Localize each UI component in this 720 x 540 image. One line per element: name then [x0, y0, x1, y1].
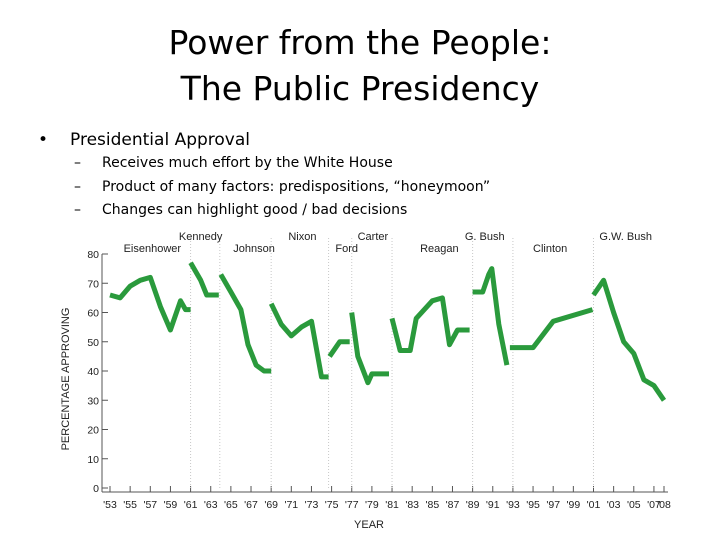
president-label: Johnson	[233, 243, 275, 255]
x-tick-label: '95	[526, 499, 540, 511]
y-tick-label: 10	[87, 454, 99, 466]
x-tick-label: '65	[224, 499, 238, 511]
president-label: G.W. Bush	[599, 231, 652, 243]
x-tick-label: '08	[657, 499, 671, 511]
y-axis-title: PERCENTAGE APPROVING	[60, 308, 72, 451]
slide-title: Power from the People: The Public Presid…	[0, 20, 720, 112]
sub-item-text: Changes can highlight good / bad decisio…	[102, 202, 408, 218]
president-label: Clinton	[533, 243, 567, 255]
sub-item: – Receives much effort by the White House	[74, 152, 698, 176]
x-tick-label: '87	[446, 499, 460, 511]
y-tick-label: 60	[87, 308, 99, 320]
sub-item-text: Product of many factors: predispositions…	[102, 178, 491, 195]
x-tick-label: '75	[325, 499, 339, 511]
series-line	[188, 261, 219, 298]
y-tick-label: 70	[87, 278, 99, 290]
x-tick-label: '99	[567, 499, 581, 511]
president-label: Nixon	[288, 231, 316, 243]
bullet-item: • Presidential Approval	[38, 128, 698, 152]
president-label: Carter	[358, 231, 389, 243]
x-tick-label: '97	[546, 499, 560, 511]
bullet-dot: •	[38, 130, 49, 150]
title-line-1: Power from the People:	[168, 23, 552, 62]
x-tick-label: '05	[627, 499, 641, 511]
sub-dash: –	[74, 155, 81, 171]
x-tick-label: '55	[123, 499, 137, 511]
sub-item: – Changes can highlight good / bad decisi…	[74, 199, 698, 223]
x-tick-label: '93	[506, 499, 520, 511]
x-tick-label: '81	[385, 499, 399, 511]
series-line	[509, 307, 594, 351]
y-tick-label: 80	[87, 249, 99, 261]
x-tick-label: '53	[103, 499, 117, 511]
y-tick-label: 40	[87, 366, 99, 378]
title-line-2: The Public Presidency	[180, 69, 540, 108]
series-line	[218, 273, 272, 374]
president-label: Ford	[335, 243, 358, 255]
series-line	[349, 312, 389, 386]
x-tick-label: '71	[284, 499, 298, 511]
series-line	[472, 266, 510, 366]
x-tick-label: '07	[647, 499, 661, 511]
x-tick-label: '79	[365, 499, 379, 511]
x-axis-title: YEAR	[354, 519, 384, 531]
x-tick-label: '91	[486, 499, 500, 511]
bullet-list: • Presidential Approval – Receives much ef…	[38, 128, 698, 223]
x-tick-label: '83	[405, 499, 419, 511]
x-tick-label: '03	[607, 499, 621, 511]
series-line	[327, 339, 350, 358]
sub-dash: –	[74, 202, 81, 218]
series-line	[591, 277, 667, 402]
x-tick-label: '57	[143, 499, 157, 511]
bullet-text: Presidential Approval	[70, 130, 250, 150]
president-label: Eisenhower	[124, 243, 182, 255]
y-tick-label: 0	[93, 483, 99, 495]
x-tick-label: '85	[425, 499, 439, 511]
y-tick-label: 20	[87, 425, 99, 437]
x-tick-label: '01	[587, 499, 601, 511]
x-tick-label: '69	[264, 499, 278, 511]
x-tick-label: '67	[244, 499, 258, 511]
y-tick-label: 50	[87, 337, 99, 349]
series-line	[109, 274, 191, 333]
sub-item: – Product of many factors: predisposition…	[74, 176, 698, 200]
x-tick-label: '63	[204, 499, 218, 511]
sub-item-text: Receives much effort by the White House	[102, 155, 393, 171]
x-tick-label: '59	[164, 499, 178, 511]
sub-dash: –	[74, 178, 81, 195]
president-label: Kennedy	[179, 231, 223, 243]
x-tick-label: '77	[345, 499, 359, 511]
x-tick-label: '89	[466, 499, 480, 511]
x-tick-label: '61	[184, 499, 198, 511]
x-tick-label: '73	[305, 499, 319, 511]
series-line	[268, 302, 329, 380]
series-line	[389, 295, 470, 353]
president-label: Reagan	[420, 243, 459, 255]
president-label: G. Bush	[465, 231, 505, 243]
y-tick-label: 30	[87, 395, 99, 407]
